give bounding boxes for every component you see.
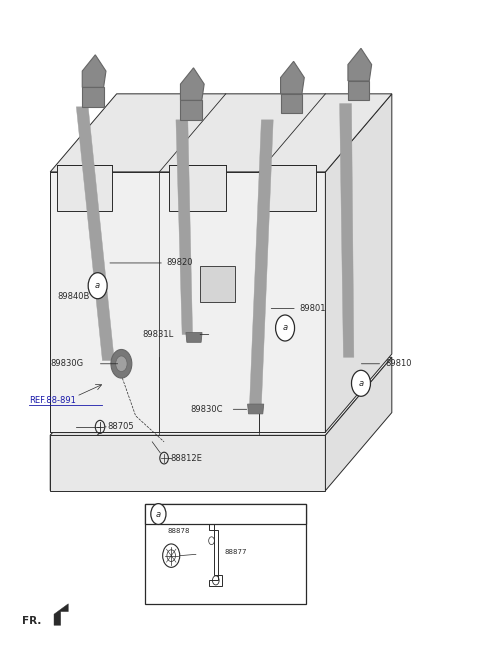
Text: a: a: [359, 379, 363, 388]
Polygon shape: [50, 94, 392, 172]
Text: 89801: 89801: [300, 304, 326, 313]
Polygon shape: [200, 266, 235, 302]
Polygon shape: [325, 358, 392, 491]
Text: a: a: [156, 510, 161, 518]
Polygon shape: [50, 436, 325, 491]
Polygon shape: [57, 165, 112, 211]
Text: 88878: 88878: [168, 528, 190, 534]
Polygon shape: [54, 604, 68, 625]
Text: 89840B: 89840B: [57, 293, 90, 301]
Polygon shape: [348, 81, 369, 100]
Polygon shape: [176, 120, 192, 335]
Polygon shape: [50, 358, 392, 436]
Polygon shape: [281, 61, 304, 94]
Text: 89830G: 89830G: [50, 359, 84, 368]
Polygon shape: [82, 55, 106, 87]
Text: a: a: [95, 281, 100, 290]
Polygon shape: [169, 165, 226, 211]
Polygon shape: [186, 333, 202, 342]
Text: 88877: 88877: [225, 549, 247, 555]
Circle shape: [88, 273, 107, 298]
Polygon shape: [348, 49, 372, 81]
Circle shape: [116, 356, 127, 371]
Polygon shape: [340, 104, 354, 358]
Polygon shape: [180, 100, 202, 120]
Text: 88705: 88705: [107, 422, 134, 432]
Polygon shape: [250, 120, 273, 406]
Text: FR.: FR.: [22, 616, 41, 626]
Text: 89831L: 89831L: [143, 330, 174, 339]
Polygon shape: [325, 94, 392, 432]
Polygon shape: [266, 165, 316, 211]
Circle shape: [151, 504, 166, 524]
Polygon shape: [76, 107, 114, 361]
Circle shape: [111, 350, 132, 378]
Polygon shape: [248, 404, 264, 414]
Bar: [145, 504, 306, 524]
Circle shape: [351, 370, 371, 396]
Circle shape: [276, 315, 295, 341]
Text: 88812E: 88812E: [171, 453, 203, 462]
Text: 89820: 89820: [167, 258, 193, 268]
Text: REF.88-891: REF.88-891: [29, 396, 76, 405]
Polygon shape: [82, 87, 104, 107]
Text: a: a: [283, 323, 288, 333]
Polygon shape: [281, 94, 302, 113]
Bar: [145, 504, 306, 604]
Polygon shape: [50, 172, 325, 432]
Text: 89810: 89810: [385, 359, 412, 368]
Text: 89830C: 89830C: [190, 405, 223, 414]
Polygon shape: [180, 68, 204, 100]
Polygon shape: [50, 358, 117, 491]
